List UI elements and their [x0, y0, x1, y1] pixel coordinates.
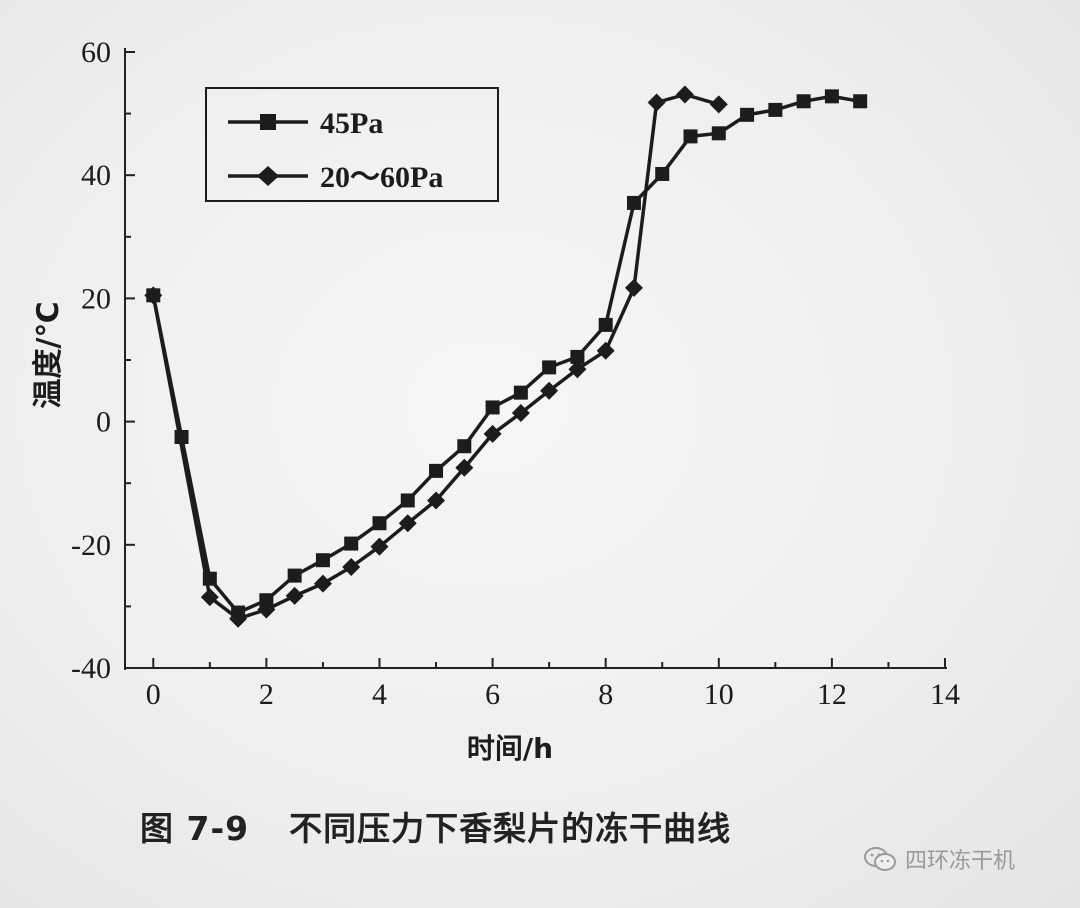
series-layer [144, 85, 868, 628]
data-point [709, 95, 728, 114]
data-point [740, 107, 755, 122]
y-tick-label: -40 [71, 652, 111, 685]
data-point [570, 349, 585, 364]
watermark: 四环冻干机 [863, 843, 1015, 875]
data-point [315, 553, 330, 568]
caption-text: 不同压力下香梨片的冻干曲线 [289, 809, 732, 848]
legend: 45Pa 20～60Pa [205, 87, 499, 202]
data-point [626, 195, 641, 210]
legend-label-20-60pa: 20～60Pa [320, 161, 443, 194]
figure-number: 图 7-9 [140, 809, 250, 848]
data-point [287, 568, 302, 583]
data-point [429, 463, 444, 478]
data-point [200, 588, 219, 607]
x-tick-label: 4 [372, 678, 387, 711]
data-point [485, 400, 500, 415]
data-point [457, 439, 472, 454]
data-point [624, 278, 643, 297]
legend-label-45pa: 45Pa [320, 107, 383, 140]
legend-marker-diamond [257, 166, 279, 186]
data-point [655, 166, 670, 181]
series-45pa [146, 89, 868, 620]
chart-axes: -40 -20 0 20 40 60 0 2 4 6 8 10 12 14 [71, 36, 960, 711]
data-point [824, 89, 839, 104]
data-point [542, 360, 557, 375]
data-point [372, 516, 387, 531]
data-point [683, 129, 698, 144]
x-tick-label: 8 [598, 678, 613, 711]
wechat-icon [864, 847, 896, 871]
x-ticks: 0 2 4 6 8 10 12 14 [146, 658, 960, 711]
x-tick-label: 2 [259, 678, 274, 711]
data-point [285, 586, 304, 605]
data-point [313, 574, 332, 593]
data-point [596, 341, 615, 360]
y-tick-label: 40 [81, 159, 111, 192]
y-tick-label: 60 [81, 36, 111, 69]
data-point [344, 536, 359, 551]
data-point [342, 557, 361, 576]
data-point [483, 424, 502, 443]
data-point [796, 94, 811, 109]
data-point [540, 381, 559, 400]
data-point [144, 286, 163, 305]
data-point [768, 102, 783, 117]
x-tick-label: 10 [704, 678, 734, 711]
data-point [568, 360, 587, 379]
watermark-text: 四环冻干机 [905, 849, 1016, 874]
data-point [400, 493, 415, 508]
data-point [257, 600, 276, 619]
data-point [513, 385, 528, 400]
x-axis-label: 时间/h [467, 732, 553, 765]
data-point [229, 609, 248, 628]
x-tick-label: 6 [485, 678, 500, 711]
data-point [398, 514, 417, 533]
data-point [711, 126, 726, 141]
series-line-45pa [151, 94, 861, 615]
x-tick-label: 14 [930, 678, 960, 711]
y-axis-label: 温度/℃ [31, 301, 66, 408]
y-tick-label: 20 [81, 282, 111, 315]
data-point [511, 403, 530, 422]
data-point [675, 85, 694, 104]
data-point [370, 537, 389, 556]
data-point [647, 93, 666, 112]
data-point [853, 94, 868, 109]
legend-box [205, 87, 499, 202]
data-point [598, 317, 613, 332]
data-point [455, 458, 474, 477]
y-tick-label: 0 [96, 406, 111, 439]
figure-caption: 图 7-9 不同压力下香梨片的冻干曲线 [140, 802, 731, 850]
y-tick-label: -20 [71, 529, 111, 562]
x-tick-label: 0 [146, 678, 161, 711]
x-tick-label: 12 [817, 678, 847, 711]
legend-marker-square [260, 114, 276, 130]
data-point [427, 491, 446, 510]
series-20-60pa [144, 85, 728, 628]
data-point [259, 593, 274, 608]
y-ticks: -40 -20 0 20 40 60 [71, 36, 135, 685]
line-chart: -40 -20 0 20 40 60 0 2 4 6 8 10 12 14 温度/℃ 时间/h 45Pa… [31, 36, 960, 765]
